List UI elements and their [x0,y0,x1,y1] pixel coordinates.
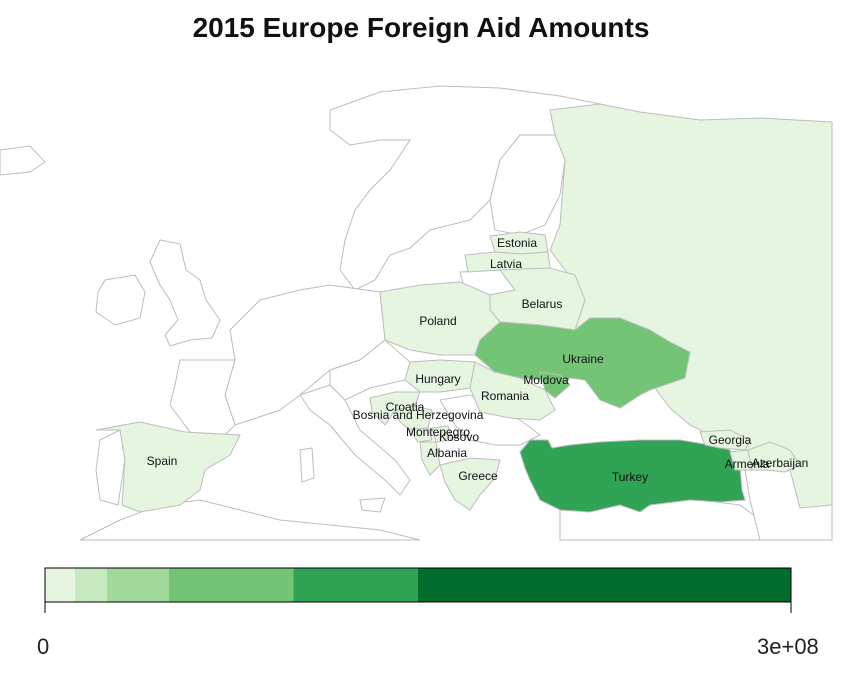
country-label: Georgia [709,433,752,447]
country-label: Montenegro [406,425,470,439]
country-labels: Estonia Latvia Belarus Poland Ukraine Mo… [147,236,809,484]
land-sicily [359,497,386,513]
legend-bin [45,568,75,602]
country-shape[interactable] [539,371,571,399]
land-central-europe [224,284,386,426]
legend-bins [45,568,791,602]
land-ireland [95,274,146,326]
legend-bin [106,568,169,602]
country-label: Armenia [725,457,770,471]
country-label: Spain [147,454,178,468]
legend-bin [74,568,107,602]
country-shape[interactable] [419,441,441,476]
country-label: Hungary [415,372,460,386]
country-label: Kosovo [439,430,479,444]
land-finland [489,134,566,236]
country-shape[interactable] [439,457,501,511]
country-label: Moldova [523,373,569,387]
country-label: Croatia [386,400,425,414]
country-shape[interactable] [95,421,241,513]
base-land [0,85,833,541]
land-scandinavia [329,85,601,291]
legend-frame [44,567,792,603]
color-legend [44,567,792,613]
legend-bin [168,568,294,602]
country-label: Ukraine [562,352,604,366]
land-iceland [0,145,46,176]
country-label: Albania [427,446,467,460]
legend-bin [418,568,791,602]
country-shape[interactable] [519,439,746,513]
country-label: Azerbaijan [752,456,809,470]
land-portugal [95,429,126,506]
country-label: Latvia [490,257,522,271]
country-label: Romania [481,389,529,403]
country-label: Bosnia and Herzegovina [353,408,484,422]
land-france [169,359,236,441]
country-label: Poland [419,314,456,328]
legend-min-label: 0 [37,634,50,659]
country-shape[interactable] [469,361,556,421]
country-shape[interactable] [409,427,433,443]
country-shape[interactable] [747,441,801,473]
country-label: Belarus [522,297,563,311]
country-label: Greece [458,469,498,483]
aid-countries [95,103,833,513]
map-title: 2015 Europe Foreign Aid Amounts [192,12,650,43]
country-shape[interactable] [431,425,453,443]
country-label: Turkey [612,470,648,484]
legend-bin [293,568,418,602]
country-label: Estonia [497,236,537,250]
legend-max-label: 3e+08 [757,634,819,659]
country-shape[interactable] [474,317,691,409]
land-sardinia [299,447,315,483]
land-great-britain [149,239,221,347]
